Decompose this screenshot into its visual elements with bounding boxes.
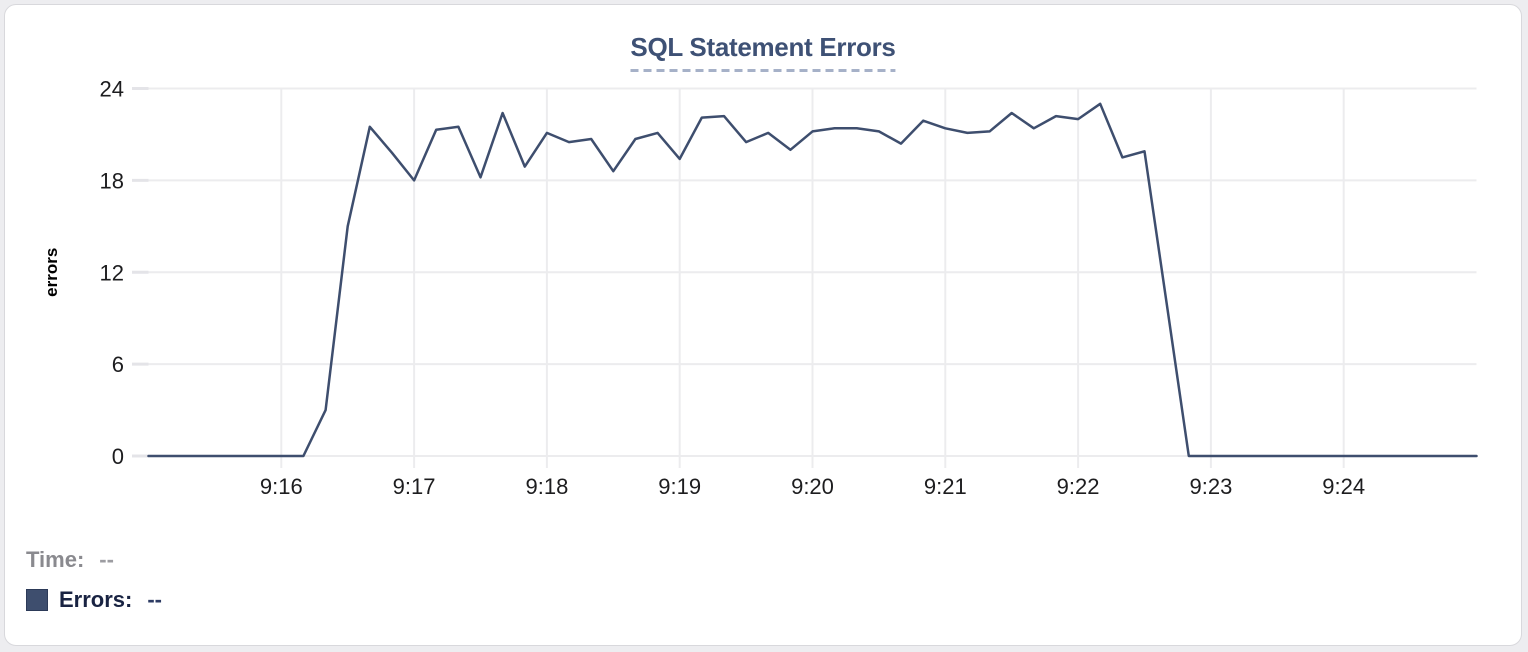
- x-tick-label: 9:20: [791, 474, 834, 499]
- y-tick-label: 6: [112, 352, 124, 377]
- y-tick-label: 12: [100, 260, 124, 285]
- errors-series-swatch-icon: [26, 589, 48, 611]
- x-tick-label: 9:16: [260, 474, 303, 499]
- x-tick-label: 9:18: [525, 474, 568, 499]
- y-tick-label: 24: [100, 77, 124, 102]
- x-tick-label: 9:23: [1189, 474, 1232, 499]
- chart-title[interactable]: SQL Statement Errors: [630, 32, 896, 72]
- chart-card: SQL Statement Errors 0 6 12 18 24 9:16 9:17 9:1…: [4, 4, 1522, 646]
- x-tick-label: 9:22: [1057, 474, 1100, 499]
- x-tick-label: 9:21: [924, 474, 967, 499]
- errors-series-line: [147, 102, 1478, 458]
- y-tick-label: 18: [100, 168, 124, 193]
- tooltip-time-value: --: [99, 547, 114, 572]
- errors-line-chart[interactable]: 0 6 12 18 24 9:16 9:17 9:18 9:19 9:20 9:21 9:22 9:23…: [5, 5, 1528, 515]
- tooltip-time-label: Time:: [26, 547, 85, 572]
- tooltip-errors-row: Errors: --: [26, 587, 162, 613]
- y-axis-title: errors: [42, 248, 61, 297]
- x-tick-label: 9:19: [658, 474, 701, 499]
- tooltip-errors-value: --: [147, 587, 163, 612]
- x-tick-label: 9:17: [393, 474, 436, 499]
- tooltip-time-row: Time: --: [26, 547, 114, 573]
- tooltip-errors-label: Errors:: [59, 587, 133, 612]
- x-tick-label: 9:24: [1322, 474, 1365, 499]
- y-tick-label: 0: [112, 444, 124, 469]
